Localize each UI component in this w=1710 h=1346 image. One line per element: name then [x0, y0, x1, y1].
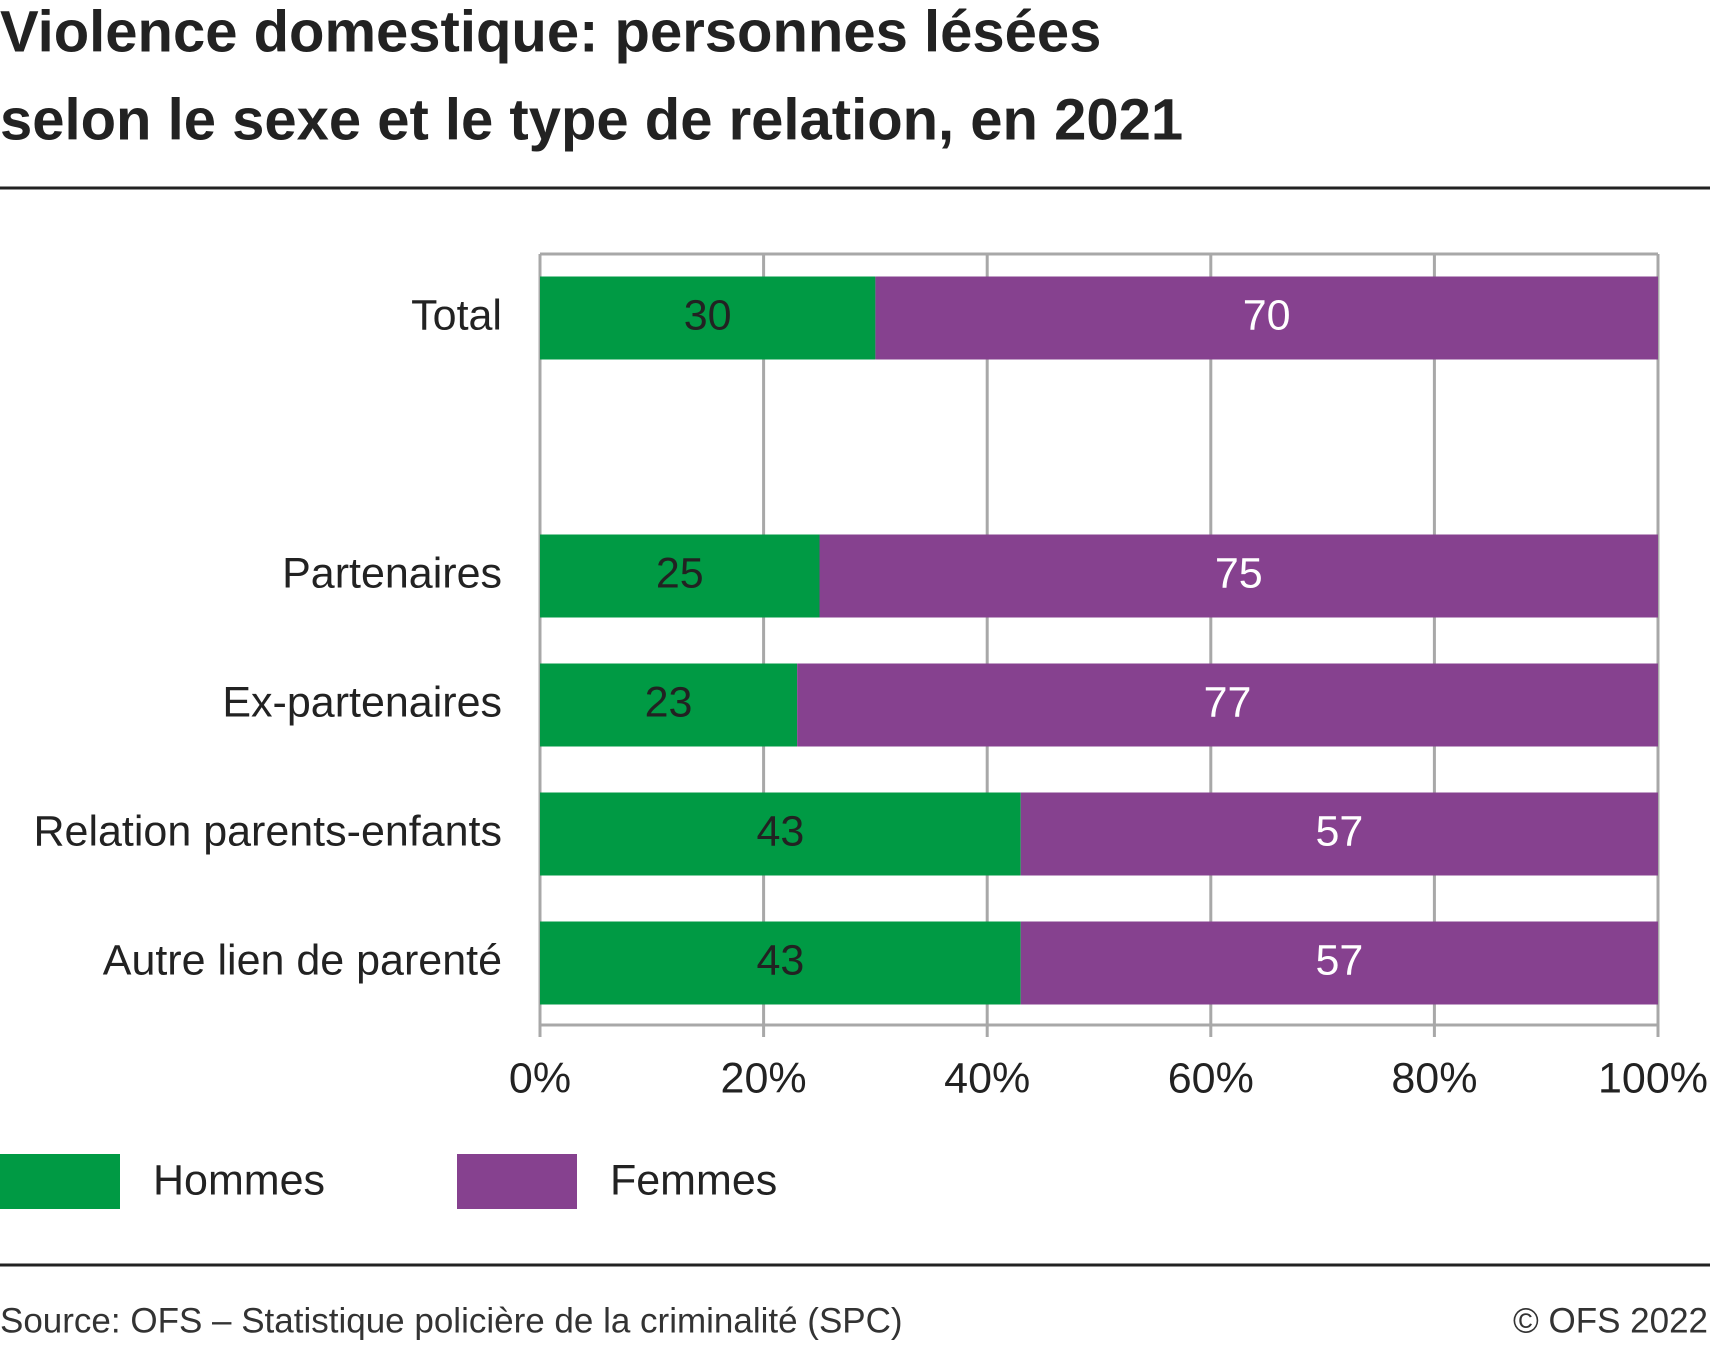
legend-label: Hommes — [153, 1156, 325, 1204]
y-tick-label: Partenaires — [282, 549, 502, 597]
bar-segment — [1020, 792, 1658, 876]
legend-swatch — [457, 1154, 577, 1209]
value-label: 43 — [756, 807, 804, 855]
bar-segment — [819, 534, 1658, 618]
value-label: 70 — [1243, 291, 1291, 339]
value-label: 75 — [1215, 549, 1263, 597]
y-tick-label: Total — [411, 291, 502, 339]
copyright: © OFS 2022 — [1513, 1301, 1708, 1340]
value-label: 25 — [656, 549, 704, 597]
value-label: 43 — [756, 936, 804, 984]
bar-segment — [875, 276, 1658, 360]
value-label: 30 — [684, 291, 732, 339]
bar-segment — [540, 921, 1021, 1005]
bar-segment — [540, 663, 798, 747]
value-label: 23 — [645, 678, 693, 726]
bar-segment — [1020, 921, 1658, 1005]
legend-label: Femmes — [610, 1156, 777, 1204]
bar-segment — [797, 663, 1658, 747]
source: Source: OFS – Statistique policière de l… — [0, 1301, 903, 1340]
x-tick-label: 80% — [1391, 1054, 1477, 1102]
bar-segment — [540, 534, 820, 618]
value-label: 57 — [1315, 936, 1363, 984]
x-tick-label: 100% — [1598, 1054, 1708, 1102]
y-tick-label: Autre lien de parenté — [103, 936, 502, 984]
value-label: 77 — [1204, 678, 1252, 726]
x-tick-label: 60% — [1168, 1054, 1254, 1102]
y-tick-label: Ex-partenaires — [222, 678, 502, 726]
value-label: 57 — [1315, 807, 1363, 855]
chart-title: Violence domestique: personnes lésées — [0, 0, 1101, 64]
bar-segment — [540, 792, 1021, 876]
y-tick-label: Relation parents-enfants — [33, 807, 502, 855]
x-tick-label: 0% — [509, 1054, 571, 1102]
chart-title: selon le sexe et le type de relation, en… — [0, 87, 1183, 152]
x-tick-label: 40% — [944, 1054, 1030, 1102]
x-tick-label: 20% — [721, 1054, 807, 1102]
legend-swatch — [0, 1154, 120, 1209]
bar-segment — [540, 276, 876, 360]
